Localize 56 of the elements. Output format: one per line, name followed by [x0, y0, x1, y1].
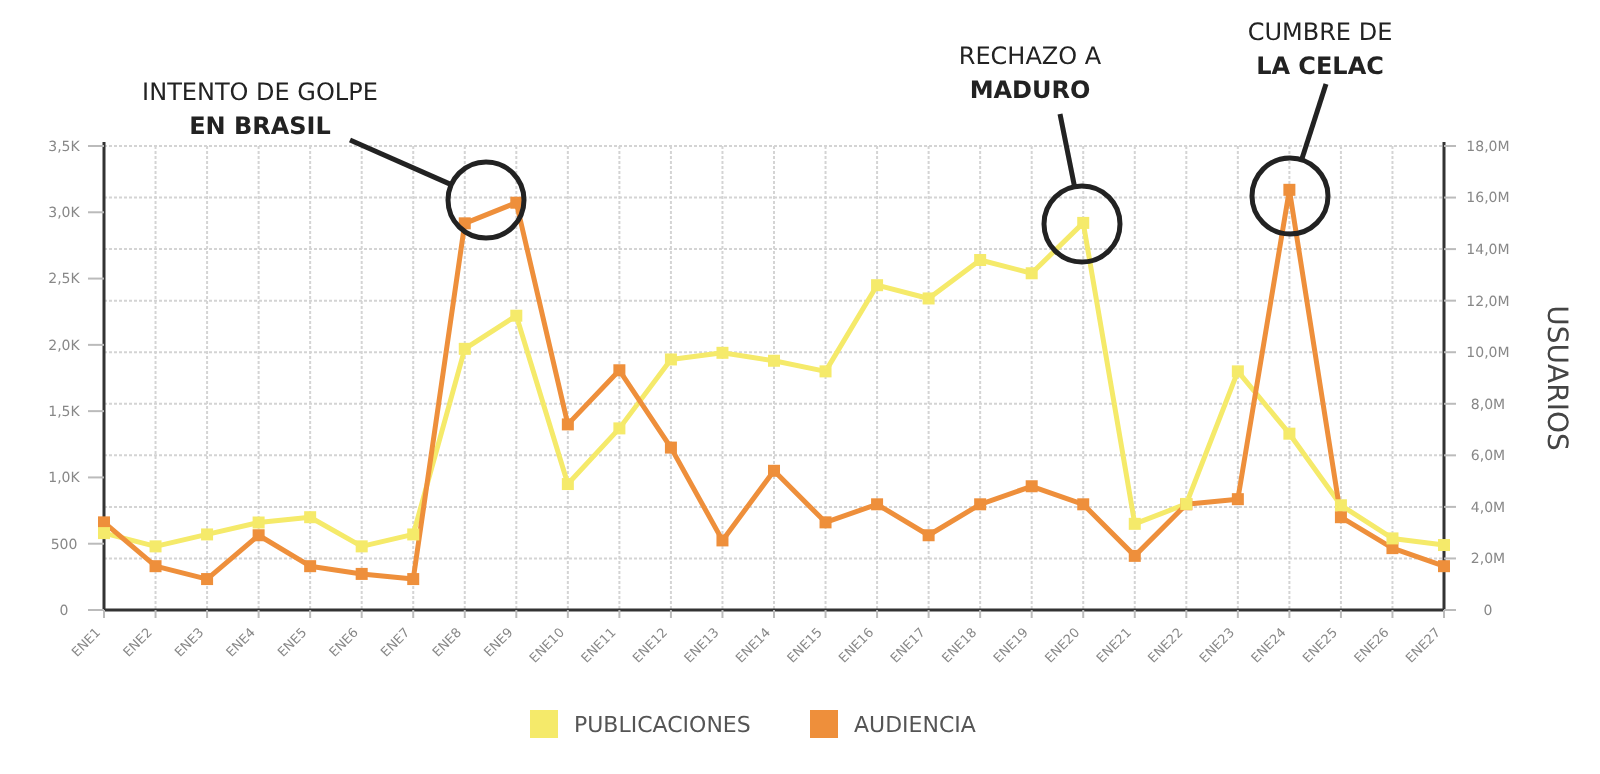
- point: [1334, 511, 1347, 524]
- point: [1025, 267, 1038, 280]
- point: [1025, 480, 1038, 493]
- point: [922, 292, 935, 305]
- point: [1231, 365, 1244, 378]
- legend-label: PUBLICACIONES: [574, 711, 751, 738]
- point: [716, 534, 729, 547]
- point: [561, 418, 574, 431]
- point: [355, 567, 368, 580]
- point: [613, 422, 626, 435]
- point: [149, 560, 162, 573]
- point: [871, 498, 884, 511]
- point: [98, 527, 110, 540]
- point: [1128, 549, 1141, 562]
- point: [1334, 499, 1347, 512]
- point: [768, 354, 780, 367]
- point: [201, 573, 214, 586]
- point: [974, 254, 987, 267]
- point: [664, 353, 677, 366]
- point: [871, 279, 884, 292]
- point: [974, 498, 987, 511]
- text: INTENTO DE GOLPE EN BRASIL: [142, 78, 378, 140]
- point: [1438, 560, 1450, 573]
- point: [613, 364, 626, 377]
- point: [768, 464, 780, 477]
- point: [1128, 517, 1141, 530]
- point: [1438, 539, 1450, 552]
- legend-label: AUDIENCIA: [854, 711, 977, 738]
- point: [664, 441, 677, 454]
- point: [819, 365, 832, 378]
- point: [1283, 427, 1296, 440]
- point: [407, 573, 420, 586]
- point: [716, 346, 729, 359]
- point: [458, 342, 471, 355]
- point: [1077, 216, 1090, 229]
- point: [252, 529, 265, 542]
- point: [510, 196, 523, 209]
- text: RECHAZO A MADURO: [958, 42, 1103, 104]
- point: [922, 529, 935, 542]
- point: [510, 309, 523, 322]
- point: [201, 528, 214, 541]
- point: [98, 516, 110, 529]
- point: [1386, 532, 1399, 545]
- point: [819, 516, 832, 529]
- point: [561, 478, 574, 491]
- point: [1283, 183, 1296, 196]
- point: [355, 540, 368, 553]
- point: [407, 528, 420, 541]
- point: [304, 560, 317, 573]
- point: [304, 511, 317, 524]
- y2-axis-title: USUARIOS: [1540, 305, 1572, 451]
- text: CUMBRE DE LA CELAC: [1247, 18, 1393, 80]
- point: [1231, 493, 1244, 506]
- point: [149, 540, 162, 553]
- point: [252, 516, 265, 529]
- point: [1077, 498, 1090, 511]
